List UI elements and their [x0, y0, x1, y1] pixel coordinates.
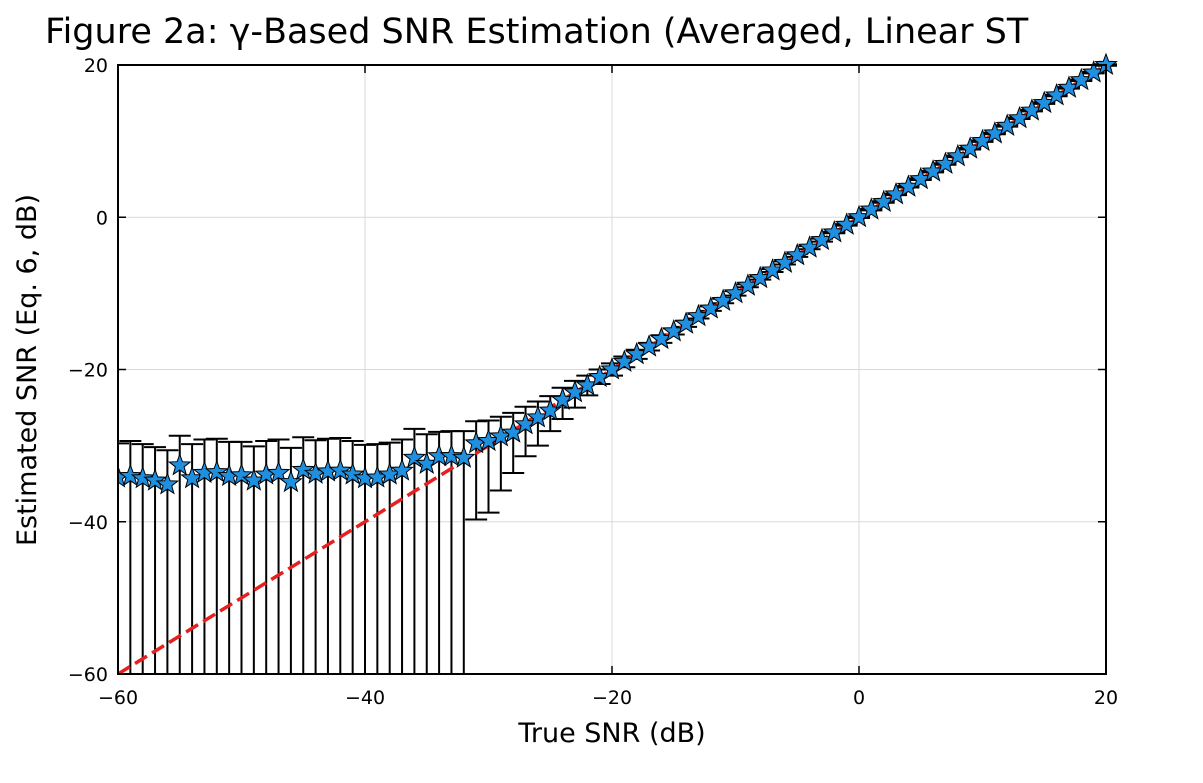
x-tick-label: −40 [345, 687, 385, 709]
x-tick-label: −60 [98, 687, 138, 709]
x-tick-label: −20 [592, 687, 632, 709]
x-tick-label: 0 [853, 687, 865, 709]
data-point-star [229, 462, 254, 486]
data-point-star [143, 468, 167, 491]
data-point-star [118, 463, 143, 487]
y-tick-label: 0 [96, 207, 108, 229]
y-axis-label: Estimated SNR (Eq. 6, dB) [12, 194, 43, 546]
x-axis-label: True SNR (dB) [517, 718, 705, 749]
data-point-star [279, 469, 303, 493]
data-point-star [451, 445, 476, 468]
data-point-star [204, 459, 229, 483]
data-point-star [155, 472, 180, 495]
data-point-star [340, 462, 365, 485]
y-tick-label: −60 [68, 664, 108, 686]
data-point-star [130, 465, 155, 489]
data-point-star [291, 457, 316, 481]
data-point-star [402, 445, 427, 468]
x-tick-label: 20 [1094, 687, 1118, 709]
data-point-star [439, 443, 464, 467]
y-tick-label: −40 [68, 512, 108, 534]
axis-ticks: −60 −40 −20 0 20 −60 −40 −20 0 20 [68, 55, 1118, 709]
data-point-star [266, 460, 291, 484]
data-markers [118, 53, 1118, 495]
y-tick-label: −20 [68, 360, 108, 382]
data-point-star [328, 458, 353, 481]
data-point-star [167, 452, 192, 476]
y-tick-label: 20 [84, 55, 108, 77]
data-point-star [390, 458, 414, 481]
chart-title: Figure 2a: γ-Based SNR Estimation (Avera… [45, 12, 1029, 52]
plot-content [118, 53, 1118, 674]
